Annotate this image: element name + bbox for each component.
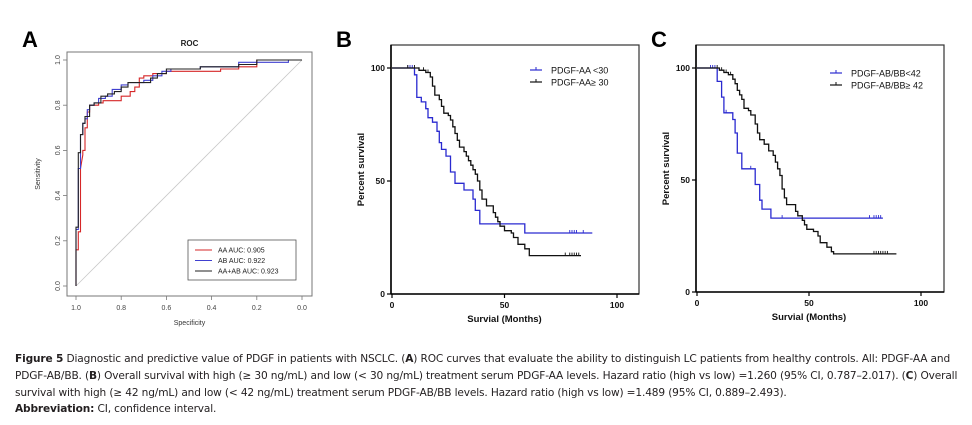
y-tick-label: 0.4 — [55, 191, 62, 201]
x-tick-label: 100 — [914, 298, 928, 308]
y-tick-label: 100 — [676, 63, 690, 73]
y-tick-label: 0.8 — [55, 100, 62, 110]
x-tick-label: 50 — [500, 300, 510, 310]
caption-text-2: ) ROC curves that evaluate the ability t… — [15, 353, 951, 382]
caption-text-1: Diagnostic and predictive value of PDGF … — [63, 353, 406, 365]
caption-ref-a: A — [405, 353, 414, 365]
x-axis-label: Survial (Months) — [467, 314, 541, 325]
caption-text-4: ) Overall survival with high (≥ 42 ng/mL… — [15, 369, 958, 399]
panel-label-b: B — [336, 27, 352, 52]
x-tick-label: 0 — [695, 298, 700, 308]
figure-caption: Figure 5 Diagnostic and predictive value… — [15, 351, 965, 418]
x-tick-label: 50 — [804, 298, 814, 308]
survival-curve-0 — [697, 67, 883, 219]
legend-label-0: PDGF-AB/BB<42 — [851, 69, 921, 79]
y-tick-label: 0 — [380, 289, 385, 299]
roc-chart: ROC 1.0 0.8 0.6 0.4 0.2 0.0 0.0 0.2 0.4 0.6 0.8 1.0 S… — [35, 39, 313, 327]
figure-canvas: ROC 1.0 0.8 0.6 0.4 0.2 0.0 0.0 0.2 0.4 0.6 0.8 1.0 S… — [35, 39, 945, 327]
abbreviation-text: CI, confidence interval. — [94, 403, 217, 416]
roc-curve-0 — [75, 59, 302, 286]
panel-label-a: A — [22, 27, 38, 52]
y-tick-label: 0.6 — [55, 145, 62, 155]
x-tick-label: 0 — [390, 300, 395, 310]
y-tick-label: 1.0 — [55, 55, 62, 65]
x-tick-label: 1.0 — [71, 305, 81, 312]
legend-label-1: AB AUC: 0.922 — [218, 258, 265, 265]
legend-label-2: AA+AB AUC: 0.923 — [218, 269, 279, 276]
caption-ref-b: B — [88, 369, 97, 382]
km-chart-pdgf-aa: 0 50 100 0 50 100 Survial (Months) Percent surv… — [356, 44, 640, 325]
legend-label-1: PDGF-AB/BB≥ 42 — [851, 81, 923, 91]
panel-label-c: C — [651, 27, 667, 52]
y-tick-label: 0.0 — [55, 281, 62, 291]
survival-curve-1 — [392, 67, 581, 257]
x-axis-label: Specificity — [174, 320, 206, 327]
legend-label-0: PDGF-AA <30 — [551, 66, 608, 76]
roc-curve-2 — [75, 59, 302, 286]
caption-abbreviation: Abbreviation: CI, confidence interval. — [15, 401, 965, 418]
y-tick-label: 50 — [681, 175, 691, 185]
chart-title: ROC — [181, 39, 199, 48]
plot-frame — [66, 51, 313, 297]
y-tick-label: 100 — [371, 63, 385, 73]
x-tick-label: 0.8 — [116, 305, 126, 312]
reference-diagonal — [75, 59, 303, 287]
caption-text-3: ) Overall survival with high (≥ 30 ng/mL… — [96, 369, 906, 382]
legend-label-0: AA AUC: 0.905 — [218, 248, 265, 255]
figure-label: Figure 5 — [15, 353, 64, 365]
survival-curve-0 — [392, 67, 593, 234]
x-tick-label: 0.6 — [162, 305, 172, 312]
survival-curve-1 — [697, 67, 897, 255]
x-tick-label: 100 — [610, 300, 624, 310]
km-chart-pdgf-abbb: 0 50 100 0 50 100 Survial (Months) Percent surv… — [661, 44, 945, 323]
x-tick-label: 0.0 — [297, 305, 307, 312]
x-tick-label: 0.4 — [207, 305, 217, 312]
x-tick-label: 0.2 — [252, 305, 262, 312]
y-axis-label: Percent survival — [661, 132, 672, 205]
x-axis-label: Survial (Months) — [772, 312, 846, 323]
abbreviation-label: Abbreviation: — [15, 403, 95, 416]
y-axis-label: Sensitivity — [35, 158, 42, 190]
legend-label-1: PDGF-AA≥ 30 — [551, 78, 608, 88]
caption-ref-c: C — [905, 369, 914, 382]
y-tick-label: 0 — [685, 287, 690, 297]
y-axis-label: Percent survival — [356, 133, 367, 206]
caption-body: Figure 5 Diagnostic and predictive value… — [15, 351, 965, 401]
y-tick-label: 50 — [376, 176, 386, 186]
y-tick-label: 0.2 — [55, 236, 62, 246]
